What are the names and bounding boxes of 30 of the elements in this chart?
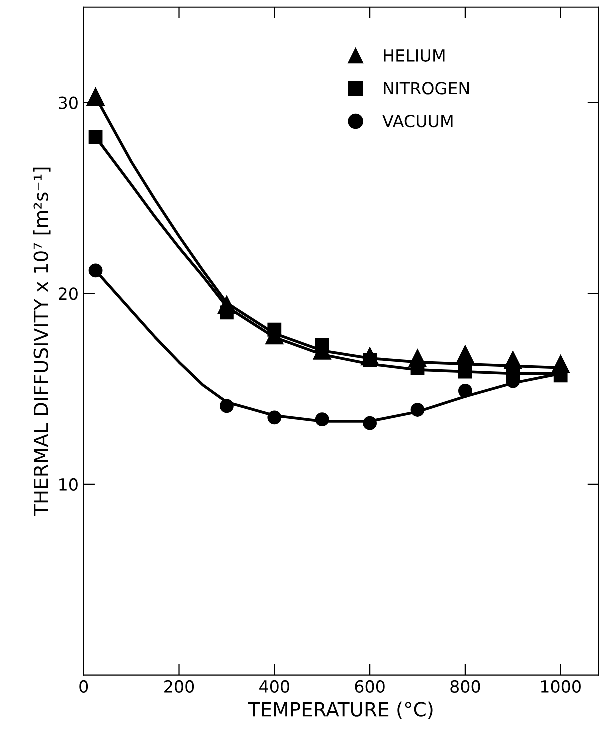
x-tick-label: 0 [80,680,88,694]
legend-label: NITROGEN [384,82,470,95]
point [88,130,103,144]
x-tick-label: 1000 [541,680,581,694]
y-tick-label: 30 [59,96,78,110]
legend-label: HELIUM [384,50,445,62]
point [410,403,425,417]
point [315,412,330,427]
x-tick-label: 200 [164,680,194,694]
point [88,264,103,278]
x-tick-label: 600 [355,680,385,694]
x-axis-title: TEMPERATURE (°C) [248,702,433,720]
x-tick-label: 400 [260,680,290,694]
y-axis-title: THERMAL DIFFUSIVITY x 10⁷ [m²s⁻¹] [33,168,51,517]
point [456,346,474,364]
point [361,348,380,366]
point [552,355,570,374]
point [458,384,472,398]
y-tick-label: 20 [59,288,78,300]
point [218,296,236,314]
point [268,410,282,425]
legend-label: VACUUM [382,114,453,128]
x-tick-label: 800 [450,680,480,694]
point [86,88,105,106]
y-tick-label: 10 [60,478,78,492]
point [363,416,377,430]
point [458,364,472,379]
point [504,351,522,370]
point [408,349,427,368]
point [220,399,234,414]
